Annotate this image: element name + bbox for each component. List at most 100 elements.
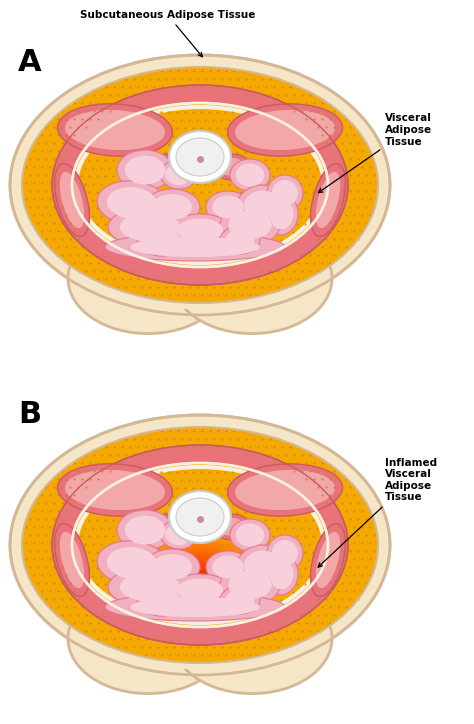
Point — [161, 178, 169, 190]
Point — [34, 169, 42, 181]
Point — [129, 506, 137, 518]
Point — [149, 498, 157, 510]
Point — [130, 626, 138, 637]
Point — [286, 97, 294, 109]
Point — [149, 138, 157, 150]
Point — [281, 210, 289, 222]
Point — [310, 257, 318, 269]
Ellipse shape — [192, 571, 208, 579]
Point — [281, 194, 289, 206]
Point — [213, 170, 221, 182]
Point — [273, 146, 281, 158]
Point — [101, 498, 109, 510]
Point — [354, 561, 362, 573]
Point — [58, 497, 66, 509]
Point — [225, 178, 233, 190]
Point — [34, 529, 42, 541]
Point — [197, 154, 205, 166]
Ellipse shape — [184, 566, 216, 584]
Point — [89, 506, 97, 518]
Point — [142, 634, 150, 645]
Ellipse shape — [235, 110, 335, 150]
Point — [322, 609, 330, 620]
Point — [305, 506, 313, 518]
Point — [265, 194, 273, 206]
Point — [201, 178, 209, 190]
Point — [137, 474, 145, 486]
Point — [98, 449, 106, 460]
Point — [105, 162, 113, 174]
Point — [58, 138, 66, 149]
Point — [182, 289, 190, 300]
Point — [254, 289, 262, 300]
Point — [257, 474, 265, 486]
Point — [334, 489, 342, 501]
Point — [213, 610, 221, 622]
Point — [105, 226, 113, 237]
Point — [145, 522, 153, 534]
Ellipse shape — [187, 568, 213, 583]
Point — [278, 257, 286, 269]
Point — [313, 522, 321, 534]
Point — [370, 561, 378, 573]
Point — [185, 522, 193, 534]
Point — [342, 113, 350, 125]
Point — [237, 218, 245, 230]
Point — [98, 626, 106, 637]
Point — [273, 522, 281, 534]
Ellipse shape — [236, 164, 264, 187]
Ellipse shape — [192, 571, 208, 579]
Point — [197, 610, 205, 622]
Point — [289, 194, 297, 206]
Ellipse shape — [130, 597, 260, 617]
Point — [241, 130, 249, 142]
Point — [246, 441, 254, 452]
Point — [253, 138, 261, 150]
Point — [118, 634, 126, 645]
Point — [121, 586, 129, 598]
Point — [161, 162, 169, 174]
Point — [173, 610, 181, 622]
Point — [166, 81, 174, 93]
Point — [62, 585, 70, 597]
Point — [58, 593, 66, 605]
Point — [153, 130, 161, 142]
Point — [209, 210, 217, 222]
Ellipse shape — [176, 138, 224, 176]
Point — [93, 218, 101, 230]
Point — [350, 585, 358, 597]
Point — [350, 177, 358, 189]
Point — [177, 130, 185, 142]
Point — [249, 506, 257, 518]
Point — [257, 178, 265, 190]
Point — [42, 561, 50, 573]
Ellipse shape — [133, 537, 267, 613]
Ellipse shape — [52, 445, 348, 645]
Point — [129, 243, 137, 254]
Point — [237, 170, 245, 182]
Point — [309, 563, 317, 574]
Point — [125, 546, 133, 557]
Point — [338, 609, 346, 620]
Point — [50, 217, 58, 229]
Point — [81, 162, 89, 174]
Point — [258, 449, 266, 460]
Point — [306, 609, 314, 620]
Point — [270, 441, 278, 452]
Point — [145, 146, 153, 158]
Point — [181, 234, 189, 245]
Point — [218, 281, 226, 292]
Point — [185, 114, 193, 126]
Point — [266, 433, 274, 445]
Point — [330, 593, 338, 605]
Point — [137, 178, 145, 190]
Point — [118, 458, 126, 469]
Point — [190, 289, 198, 300]
Point — [265, 506, 273, 518]
Point — [354, 153, 362, 165]
Point — [102, 97, 110, 109]
Point — [253, 122, 261, 134]
Point — [101, 530, 109, 542]
Point — [46, 505, 54, 517]
Point — [229, 546, 237, 557]
